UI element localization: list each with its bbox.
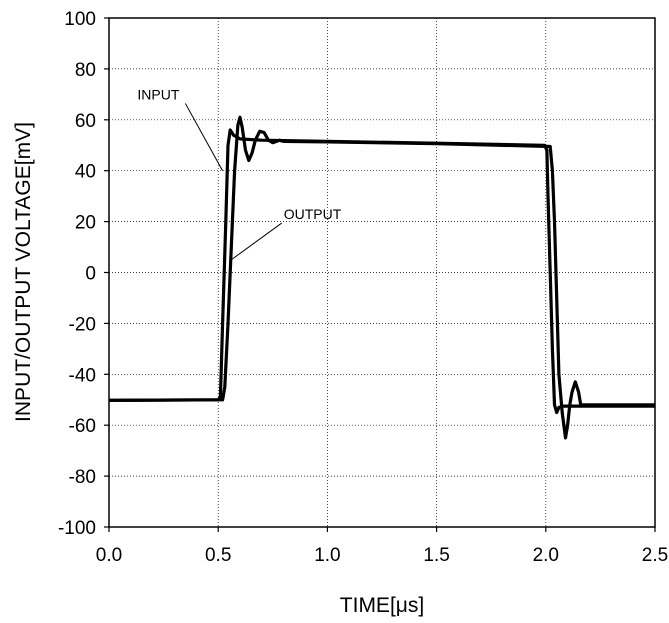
y-tick-label: -100 — [58, 518, 96, 539]
annotation-output-label: OUTPUT — [284, 206, 342, 222]
annotation-input-label: INPUT — [137, 86, 179, 102]
series-input-line — [108, 128, 655, 415]
x-tick-label: 1.5 — [423, 545, 449, 566]
y-tick-label: 40 — [75, 162, 96, 183]
y-tick-label: 60 — [75, 111, 96, 132]
x-tick-label: 2.0 — [533, 545, 559, 566]
x-tick-label: 0.0 — [96, 545, 122, 566]
x-tick-label: 0.5 — [205, 545, 231, 566]
y-tick-label: 80 — [75, 60, 96, 81]
y-tick-label: 20 — [75, 213, 96, 234]
series-output-line — [108, 115, 655, 440]
trace-layer — [108, 115, 655, 440]
y-tick-label: 100 — [64, 9, 96, 30]
grid-layer — [109, 18, 655, 527]
y-tick-label: -40 — [69, 365, 96, 386]
y-tick-label: -60 — [69, 416, 96, 437]
annotation-layer: INPUT OUTPUT — [137, 86, 342, 261]
x-axis-title: TIME[μs] — [340, 594, 424, 617]
y-axis-title: INPUT/OUTPUT VOLTAGE[mV] — [12, 122, 35, 422]
y-tick-label: 0 — [85, 264, 96, 285]
tick-layer: 0.0 0.5 1.0 1.5 2.0 2.5 -100 -80 -60 -40 -20 0 20 40 6… — [58, 9, 668, 566]
annotation-input-leader — [184, 103, 224, 171]
y-tick-label: -20 — [69, 314, 96, 335]
x-tick-label: 2.5 — [642, 545, 668, 566]
y-tick-label: -80 — [69, 467, 96, 488]
annotation-output-leader — [231, 222, 283, 261]
x-tick-label: 1.0 — [314, 545, 340, 566]
